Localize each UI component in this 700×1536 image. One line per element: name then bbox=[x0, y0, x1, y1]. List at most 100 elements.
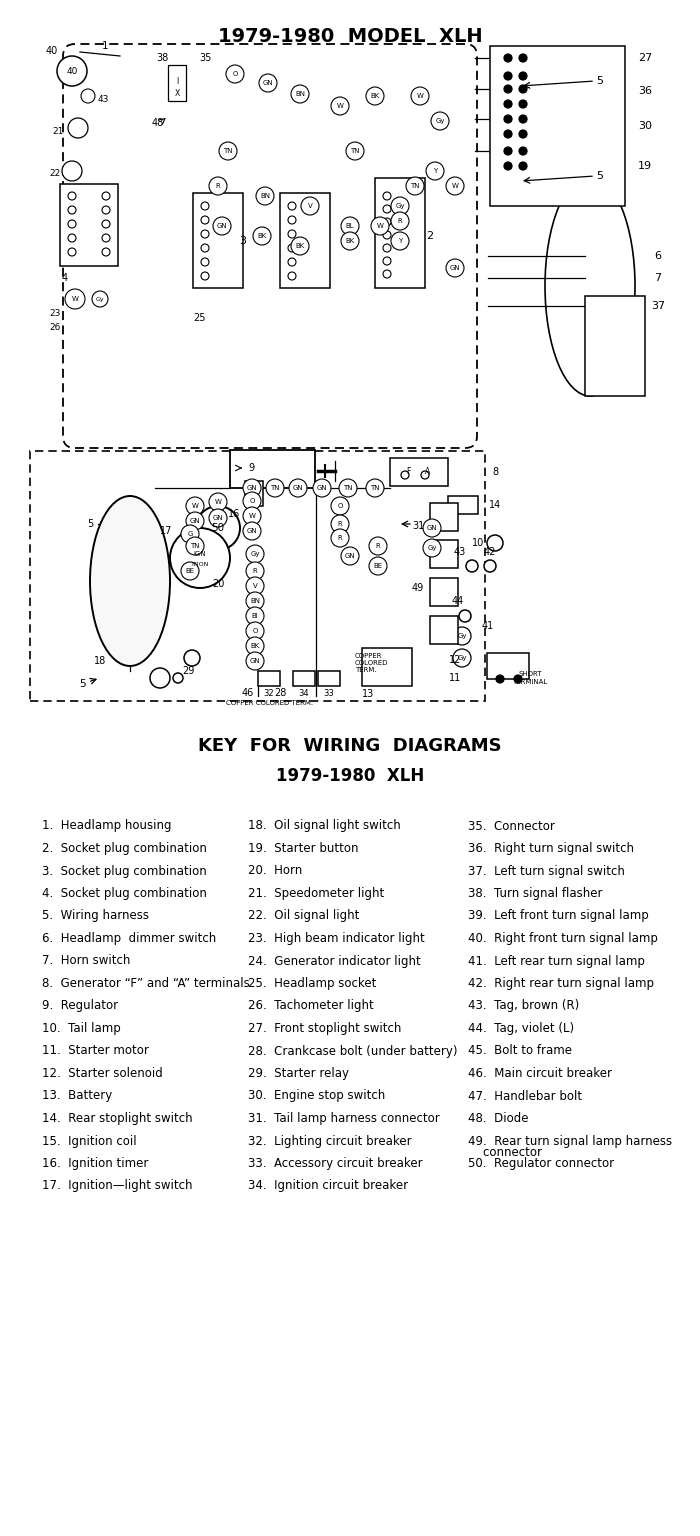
Text: 40: 40 bbox=[66, 68, 78, 77]
Text: 2.  Socket plug combination: 2. Socket plug combination bbox=[42, 842, 207, 856]
Circle shape bbox=[519, 115, 527, 123]
Circle shape bbox=[383, 257, 391, 266]
Text: 21.  Speedometer light: 21. Speedometer light bbox=[248, 886, 384, 900]
Text: 23: 23 bbox=[49, 309, 61, 318]
Circle shape bbox=[423, 519, 441, 538]
Circle shape bbox=[246, 591, 264, 610]
Circle shape bbox=[331, 97, 349, 115]
Text: 9.  Regulator: 9. Regulator bbox=[42, 1000, 118, 1012]
Circle shape bbox=[201, 244, 209, 252]
Circle shape bbox=[301, 197, 319, 215]
Circle shape bbox=[504, 161, 512, 170]
Text: V: V bbox=[253, 584, 258, 588]
Text: GN: GN bbox=[293, 485, 303, 492]
Circle shape bbox=[519, 131, 527, 138]
Text: 22: 22 bbox=[50, 169, 61, 178]
Text: TN: TN bbox=[270, 485, 280, 492]
Circle shape bbox=[391, 212, 409, 230]
Text: 32: 32 bbox=[264, 688, 274, 697]
Circle shape bbox=[291, 84, 309, 103]
Text: 8: 8 bbox=[492, 467, 498, 478]
Text: connector: connector bbox=[468, 1146, 542, 1160]
Text: 46: 46 bbox=[242, 688, 254, 697]
Circle shape bbox=[487, 535, 503, 551]
Text: SHORT
TERMINAL: SHORT TERMINAL bbox=[512, 671, 547, 685]
Bar bbox=[585, 296, 645, 396]
Text: TN: TN bbox=[350, 147, 360, 154]
Circle shape bbox=[201, 230, 209, 238]
Text: 1: 1 bbox=[102, 41, 108, 51]
Circle shape bbox=[504, 147, 512, 155]
Circle shape bbox=[341, 217, 359, 235]
Text: GN: GN bbox=[427, 525, 438, 531]
Bar bbox=[390, 458, 448, 485]
Text: W: W bbox=[377, 223, 384, 229]
Text: 11.  Starter motor: 11. Starter motor bbox=[42, 1044, 149, 1057]
Circle shape bbox=[196, 505, 240, 550]
Text: BE: BE bbox=[186, 568, 195, 574]
Circle shape bbox=[65, 289, 85, 309]
Text: W: W bbox=[452, 183, 458, 189]
Text: TN: TN bbox=[190, 544, 199, 548]
Circle shape bbox=[369, 558, 387, 574]
Circle shape bbox=[421, 472, 429, 479]
Circle shape bbox=[446, 260, 464, 276]
Circle shape bbox=[331, 498, 349, 515]
Circle shape bbox=[150, 668, 170, 688]
Circle shape bbox=[519, 54, 527, 61]
Text: 9: 9 bbox=[248, 462, 254, 473]
Text: R: R bbox=[398, 218, 402, 224]
Text: GN: GN bbox=[316, 485, 328, 492]
Text: GN: GN bbox=[246, 528, 258, 535]
Text: 43.  Tag, brown (R): 43. Tag, brown (R) bbox=[468, 1000, 580, 1012]
Text: BE: BE bbox=[373, 564, 383, 568]
Circle shape bbox=[383, 244, 391, 252]
Bar bbox=[230, 450, 315, 488]
Circle shape bbox=[504, 131, 512, 138]
Circle shape bbox=[291, 237, 309, 255]
Circle shape bbox=[288, 217, 296, 224]
Text: 6: 6 bbox=[654, 250, 661, 261]
Circle shape bbox=[68, 206, 76, 214]
Text: 50: 50 bbox=[211, 522, 225, 533]
Text: GN: GN bbox=[344, 553, 356, 559]
Text: 36: 36 bbox=[638, 86, 652, 95]
Circle shape bbox=[102, 206, 110, 214]
Circle shape bbox=[219, 141, 237, 160]
Circle shape bbox=[519, 147, 527, 155]
Text: 23.  High beam indicator light: 23. High beam indicator light bbox=[248, 932, 425, 945]
Text: 5.  Wiring harness: 5. Wiring harness bbox=[42, 909, 149, 923]
Circle shape bbox=[243, 492, 261, 510]
Circle shape bbox=[423, 539, 441, 558]
Text: Gy: Gy bbox=[435, 118, 444, 124]
Circle shape bbox=[209, 493, 227, 511]
Circle shape bbox=[256, 187, 274, 204]
Circle shape bbox=[383, 192, 391, 200]
Circle shape bbox=[246, 637, 264, 654]
Circle shape bbox=[288, 272, 296, 280]
Circle shape bbox=[519, 84, 527, 94]
Text: 25.  Headlamp socket: 25. Headlamp socket bbox=[248, 977, 377, 991]
Text: GN: GN bbox=[250, 657, 260, 664]
Circle shape bbox=[181, 562, 199, 581]
Text: 41: 41 bbox=[482, 621, 494, 631]
Circle shape bbox=[243, 507, 261, 525]
Text: 34: 34 bbox=[299, 688, 309, 697]
Text: BL: BL bbox=[346, 223, 354, 229]
Circle shape bbox=[243, 479, 261, 498]
Circle shape bbox=[209, 177, 227, 195]
Text: 35: 35 bbox=[199, 54, 211, 63]
Text: A: A bbox=[426, 467, 430, 476]
Circle shape bbox=[102, 233, 110, 243]
Text: Gy: Gy bbox=[395, 203, 405, 209]
Text: 25: 25 bbox=[194, 313, 206, 323]
Text: 38.  Turn signal flasher: 38. Turn signal flasher bbox=[468, 886, 603, 900]
Text: Gy: Gy bbox=[457, 633, 467, 639]
Circle shape bbox=[68, 118, 88, 138]
Text: O: O bbox=[232, 71, 238, 77]
Text: W: W bbox=[416, 94, 424, 98]
Text: 39.  Left front turn signal lamp: 39. Left front turn signal lamp bbox=[468, 909, 649, 923]
Text: 29: 29 bbox=[182, 667, 194, 676]
Circle shape bbox=[246, 651, 264, 670]
Text: 18: 18 bbox=[94, 656, 106, 667]
